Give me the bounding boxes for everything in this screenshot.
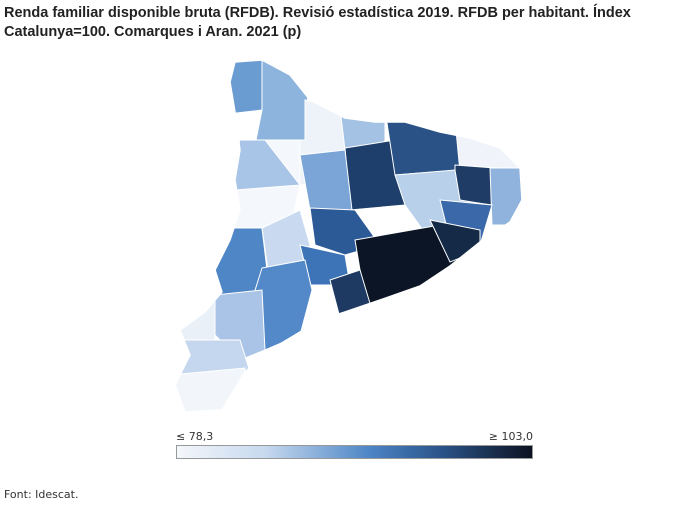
comarca-region[interactable] bbox=[489, 167, 530, 226]
comarca-region[interactable] bbox=[170, 299, 216, 346]
comarca-region[interactable] bbox=[254, 50, 311, 146]
choropleth-map bbox=[170, 50, 530, 420]
comarca-region[interactable] bbox=[454, 164, 496, 206]
legend-gradient-bar bbox=[176, 445, 533, 459]
source-note: Font: Idescat. bbox=[4, 488, 79, 501]
comarca-region[interactable] bbox=[170, 367, 246, 420]
comarca-region[interactable] bbox=[384, 109, 461, 176]
legend-min-label: ≤ 78,3 bbox=[176, 430, 214, 443]
legend-max-label: ≥ 103,0 bbox=[488, 430, 533, 443]
map-title: Renda familiar disponible bruta (RFDB). … bbox=[4, 5, 631, 40]
comarca-region[interactable] bbox=[299, 149, 353, 211]
catalonia-outline bbox=[174, 59, 523, 413]
